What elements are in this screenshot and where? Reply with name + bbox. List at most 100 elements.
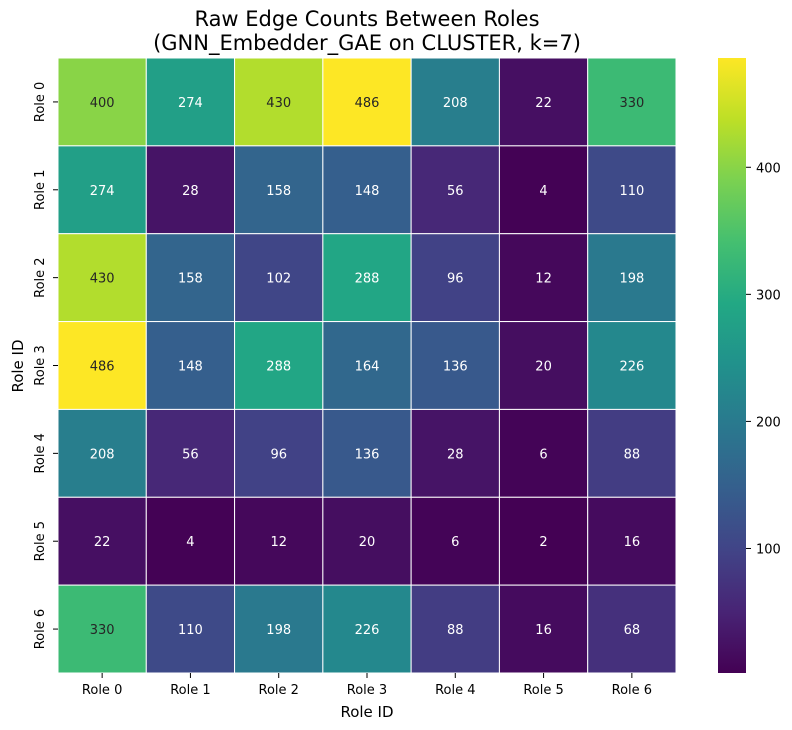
x-tick-label: Role 0 — [82, 683, 122, 698]
cell-value-label: 164 — [355, 360, 380, 375]
heatmap-cell — [145, 57, 236, 147]
x-axis-label: Role ID — [340, 703, 393, 721]
heatmap-cell — [322, 233, 412, 323]
cell-value-label: 28 — [182, 184, 199, 199]
cell-value-label: 110 — [619, 184, 644, 199]
x-axis-ticks: Role 0 Role 1 Role 2 Role 3 Role 4 Role 5 Role… — [82, 673, 652, 698]
y-tick-label: Role 1 — [33, 170, 48, 210]
heatmap-cell — [234, 145, 324, 235]
cell-value-label: 226 — [355, 623, 380, 638]
cell-value-label: 96 — [447, 272, 464, 287]
heatmap-cell — [498, 321, 589, 410]
cell-value-label: 288 — [266, 360, 291, 375]
chart-title-line1: Raw Edge Counts Between Roles — [194, 7, 539, 31]
cell-value-label: 20 — [535, 360, 552, 375]
x-tick-label: Role 3 — [347, 683, 387, 698]
cell-value-label: 486 — [355, 96, 380, 111]
cell-value-label: 274 — [90, 184, 115, 199]
heatmap-cell — [410, 57, 500, 147]
cell-value-label: 198 — [619, 272, 644, 287]
colorbar-tick-label: 200 — [756, 415, 781, 430]
cell-value-label: 56 — [447, 184, 464, 199]
heatmap-cell — [145, 233, 236, 323]
cell-value-label: 102 — [266, 272, 291, 287]
x-tick-label: Role 2 — [259, 683, 299, 698]
heatmap-cells — [57, 57, 677, 674]
heatmap-cell — [498, 233, 589, 323]
cell-value-label: 148 — [355, 184, 380, 199]
colorbar-tick-label: 400 — [756, 161, 781, 176]
heatmap-cell — [57, 233, 147, 323]
heatmap-cell — [587, 233, 677, 323]
heatmap-cell — [587, 584, 677, 674]
heatmap-cell — [234, 496, 324, 586]
cell-value-label: 28 — [447, 447, 464, 462]
heatmap-cell — [410, 233, 500, 323]
y-tick-label: Role 3 — [33, 345, 48, 385]
cell-value-label: 400 — [90, 96, 115, 111]
cell-value-label: 430 — [266, 96, 291, 111]
cell-value-label: 22 — [535, 96, 552, 111]
heatmap-cell — [322, 57, 412, 147]
heatmap-cell — [410, 145, 500, 235]
heatmap-cell — [498, 57, 589, 147]
cell-value-label: 96 — [270, 447, 287, 462]
cell-value-label: 288 — [355, 272, 380, 287]
x-tick-label: Role 4 — [435, 683, 475, 698]
heatmap-cell — [410, 496, 500, 586]
cell-value-label: 20 — [359, 535, 376, 550]
heatmap-cell — [234, 584, 324, 674]
cell-value-label: 198 — [266, 623, 291, 638]
heatmap-cell — [587, 321, 677, 410]
cell-value-label: 486 — [90, 360, 115, 375]
cell-value-label: 274 — [178, 96, 203, 111]
heatmap-cell — [322, 321, 412, 410]
cell-value-label: 110 — [178, 623, 203, 638]
x-tick-label: Role 1 — [170, 683, 210, 698]
cell-value-label: 56 — [182, 447, 199, 462]
heatmap-cell — [57, 321, 147, 410]
cell-value-label: 6 — [539, 447, 547, 462]
cell-value-label: 330 — [90, 623, 115, 638]
heatmap-cell — [57, 408, 147, 498]
cell-value-label: 330 — [619, 96, 644, 111]
cell-value-label: 12 — [535, 272, 552, 287]
cell-value-label: 16 — [624, 535, 641, 550]
heatmap-cell — [587, 408, 677, 498]
cell-value-label: 68 — [624, 623, 641, 638]
y-axis-label: Role ID — [9, 339, 27, 392]
colorbar-ticks: 100 200 300 400 — [746, 161, 781, 557]
cell-value-label: 136 — [355, 447, 380, 462]
chart-title-line2: (GNN_Embedder_GAE on CLUSTER, k=7) — [153, 31, 581, 56]
y-tick-label: Role 6 — [33, 609, 48, 649]
y-tick-label: Role 2 — [33, 257, 48, 297]
heatmap-cell — [145, 496, 236, 586]
colorbar-tick-label: 300 — [756, 288, 781, 303]
heatmap-cell — [57, 496, 147, 586]
cell-value-label: 6 — [451, 535, 459, 550]
heatmap-cell — [322, 584, 412, 674]
y-tick-label: Role 4 — [33, 433, 48, 473]
heatmap-cell — [234, 233, 324, 323]
cell-value-label: 136 — [443, 360, 468, 375]
x-tick-label: Role 6 — [612, 683, 652, 698]
heatmap-annotations: 400 274 430 486 208 22 330 274 28 158 148 56 4 110 430… — [90, 96, 645, 638]
heatmap-cell — [587, 496, 677, 586]
colorbar-tick-label: 100 — [756, 542, 781, 557]
heatmap-cell — [322, 496, 412, 586]
cell-value-label: 430 — [90, 272, 115, 287]
heatmap-cell — [410, 584, 500, 674]
cell-value-label: 158 — [266, 184, 291, 199]
heatmap-cell — [498, 145, 589, 235]
cell-value-label: 208 — [443, 96, 468, 111]
x-tick-label: Role 5 — [523, 683, 563, 698]
heatmap-cell — [498, 584, 589, 674]
colorbar — [718, 58, 746, 673]
cell-value-label: 208 — [90, 447, 115, 462]
cell-value-label: 88 — [447, 623, 464, 638]
cell-value-label: 4 — [186, 535, 194, 550]
cell-value-label: 2 — [539, 535, 547, 550]
cell-value-label: 22 — [94, 535, 111, 550]
heatmap-cell — [145, 321, 236, 410]
